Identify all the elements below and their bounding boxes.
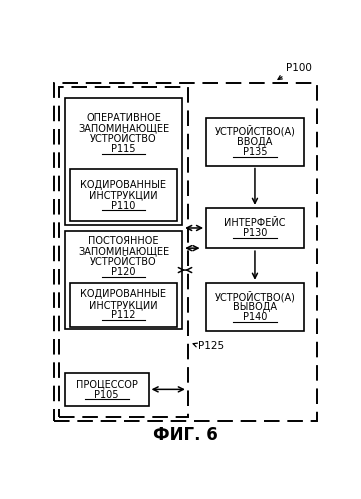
Text: P100: P100 <box>286 63 312 73</box>
Text: ЗАПОМИНАЮЩЕЕ: ЗАПОМИНАЮЩЕЕ <box>78 247 169 256</box>
Text: P110: P110 <box>111 201 136 211</box>
Bar <box>206 208 304 248</box>
Text: P112: P112 <box>111 310 136 320</box>
Text: P125: P125 <box>197 341 224 351</box>
Text: P105: P105 <box>95 390 119 400</box>
Bar <box>65 373 149 406</box>
Text: ПРОЦЕССОР: ПРОЦЕССОР <box>76 379 138 389</box>
Bar <box>70 169 177 221</box>
Text: ФИГ. 6: ФИГ. 6 <box>153 426 217 444</box>
Text: P135: P135 <box>243 147 267 157</box>
Text: КОДИРОВАННЫЕ: КОДИРОВАННЫЕ <box>81 180 166 190</box>
Text: ИНСТРУКЦИИ: ИНСТРУКЦИИ <box>89 300 158 310</box>
Text: ИНСТРУКЦИИ: ИНСТРУКЦИИ <box>89 190 158 200</box>
Text: P120: P120 <box>111 267 136 277</box>
Text: ИНТЕРФЕЙС: ИНТЕРФЕЙС <box>224 218 286 228</box>
Text: УСТРОЙСТВО(А): УСТРОЙСТВО(А) <box>214 290 295 302</box>
Text: КОДИРОВАННЫЕ: КОДИРОВАННЫЕ <box>81 289 166 299</box>
Bar <box>206 118 304 166</box>
Text: P130: P130 <box>243 228 267 238</box>
Text: ВЫВОДА: ВЫВОДА <box>233 302 277 312</box>
Bar <box>70 283 177 327</box>
Text: P140: P140 <box>243 312 267 322</box>
Bar <box>65 231 182 329</box>
Text: УСТРОЙСТВО: УСТРОЙСТВО <box>90 134 157 144</box>
Text: P115: P115 <box>111 144 136 154</box>
Bar <box>59 87 188 417</box>
Text: ОПЕРАТИВНОЕ: ОПЕРАТИВНОЕ <box>86 113 161 123</box>
Text: ВВОДА: ВВОДА <box>237 137 273 147</box>
Text: ПОСТОЯННОЕ: ПОСТОЯННОЕ <box>88 236 159 246</box>
Text: УСТРОЙСТВО(А): УСТРОЙСТВО(А) <box>214 125 295 137</box>
Bar <box>53 83 317 421</box>
Bar <box>206 283 304 331</box>
Text: УСТРОЙСТВО: УСТРОЙСТВО <box>90 257 157 267</box>
Text: ЗАПОМИНАЮЩЕЕ: ЗАПОМИНАЮЩЕЕ <box>78 124 169 134</box>
Bar <box>65 98 182 225</box>
